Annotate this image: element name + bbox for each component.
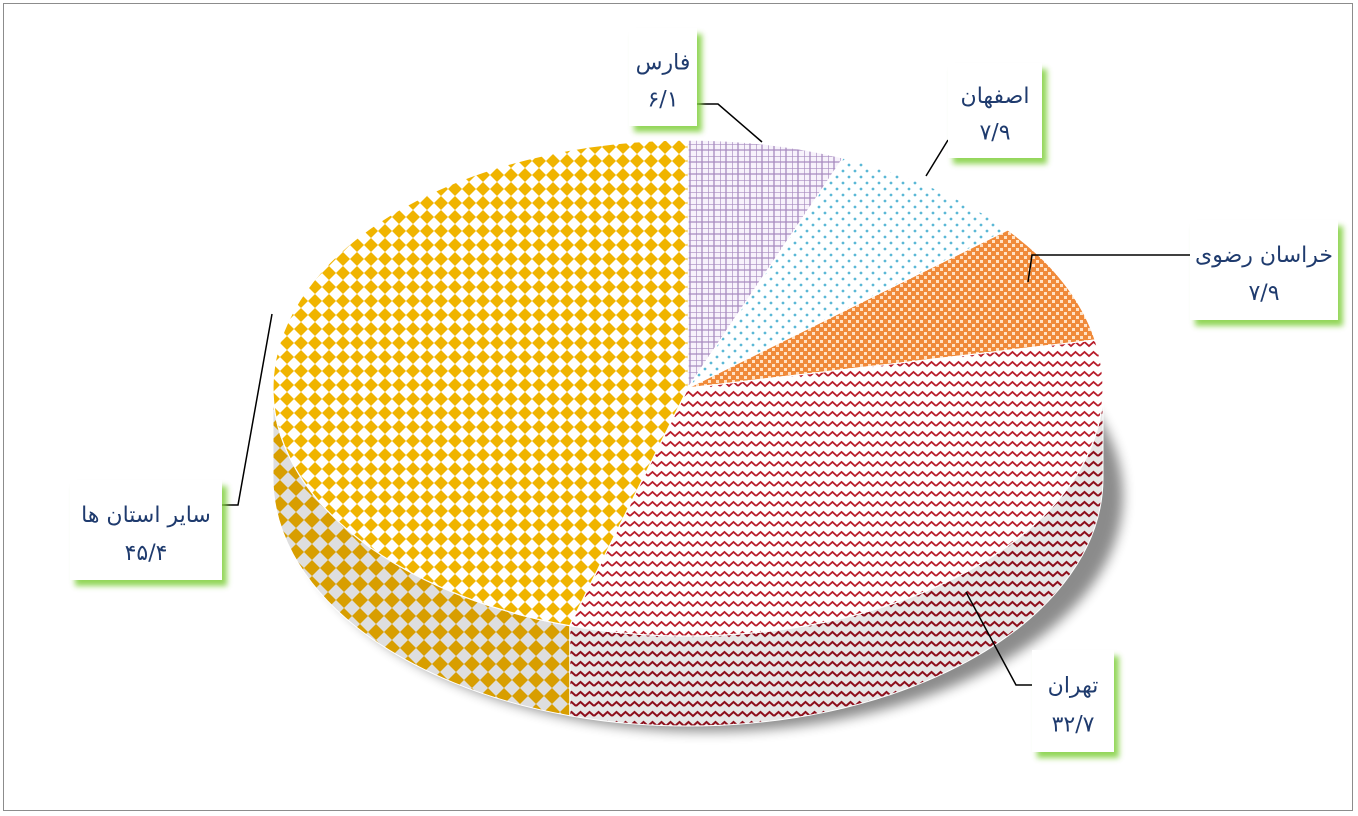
slice-label: سایر استان ها xyxy=(81,503,211,528)
label-leader-line xyxy=(1027,254,1190,283)
slice-value-label: ۳۲/۷ xyxy=(1052,712,1095,737)
slice-value-label: ۶/۱ xyxy=(647,88,678,113)
slice-value-label: ۴۵/۴ xyxy=(125,541,168,566)
data-label-box xyxy=(629,28,697,126)
slice-label: اصفهان xyxy=(961,84,1030,109)
pie-slice xyxy=(687,229,1096,389)
pie-slice xyxy=(686,157,1009,390)
label-leader-line xyxy=(697,103,763,143)
pie-slice xyxy=(687,139,845,390)
slice-label: تهران xyxy=(1048,674,1099,699)
pie-slice xyxy=(272,139,689,627)
data-label-box xyxy=(948,63,1042,158)
slice-value-label: ۷/۹ xyxy=(979,120,1010,145)
slice-label: فارس xyxy=(636,50,691,75)
data-label-box xyxy=(1032,650,1114,752)
slice-label: خراسان رضوی xyxy=(1195,243,1333,268)
slice-value-label: ۷/۹ xyxy=(1248,281,1279,306)
label-leader-line xyxy=(222,313,273,506)
label-leader-line xyxy=(925,139,949,177)
data-label-box xyxy=(1190,220,1338,320)
pie-slice xyxy=(568,339,1104,637)
data-label-box xyxy=(70,480,222,580)
label-leader-line xyxy=(965,591,1032,686)
